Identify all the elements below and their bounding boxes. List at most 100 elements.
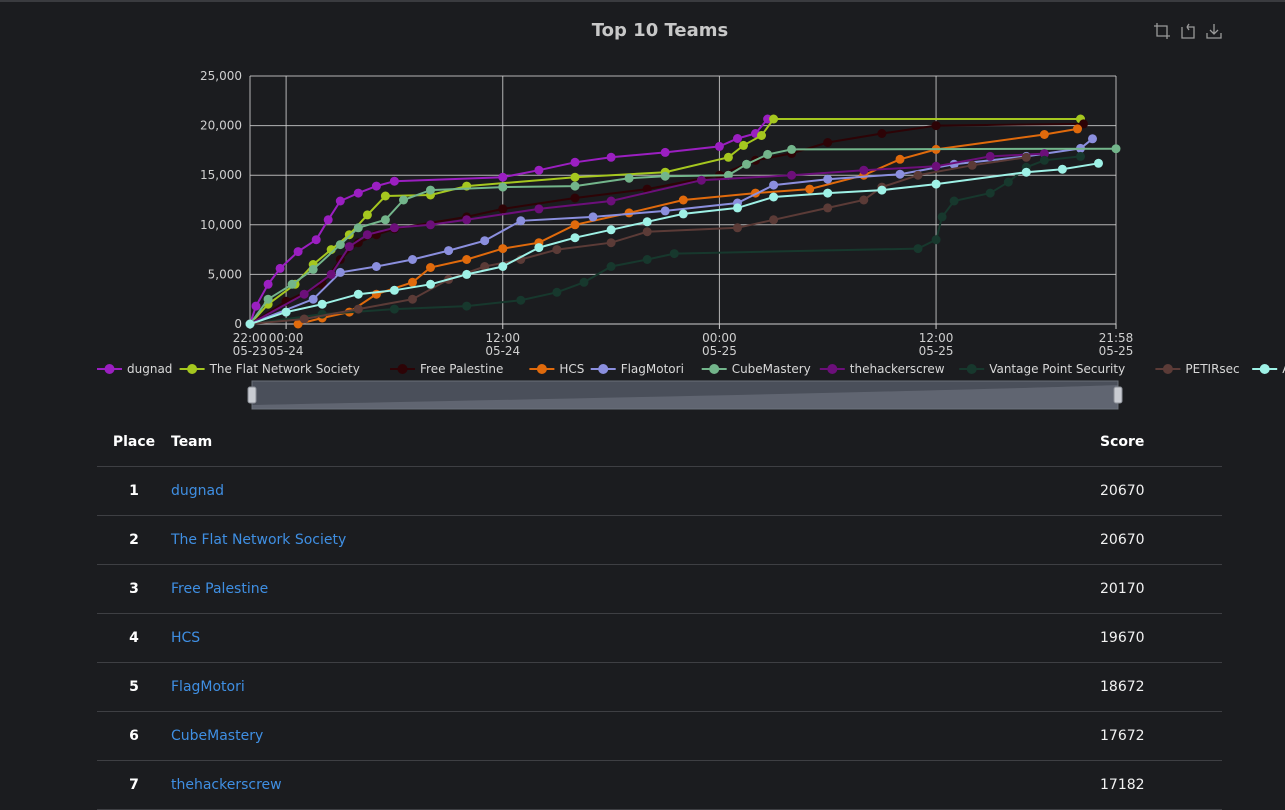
data-point: [293, 247, 303, 257]
data-point: [263, 294, 273, 304]
data-point: [606, 262, 616, 271]
data-point: [389, 223, 399, 233]
data-point: [739, 140, 748, 150]
legend-item[interactable]: thehackerscrew: [819, 362, 945, 376]
data-point: [624, 173, 634, 183]
data-point: [534, 204, 544, 214]
data-point: [281, 307, 291, 317]
data-point: [380, 191, 390, 201]
legend-label: thehackerscrew: [850, 362, 945, 376]
place-cell: 1: [97, 466, 171, 516]
series-line-4: [249, 138, 1094, 325]
team-link[interactable]: Free Palestine: [171, 581, 269, 597]
data-point: [985, 151, 995, 161]
data-point: [985, 188, 995, 198]
data-point: [1057, 164, 1067, 174]
table-row: 1 dugnad 20670: [97, 466, 1222, 516]
legend-item[interactable]: HCS: [529, 362, 584, 376]
score-cell: 17182: [1100, 760, 1222, 810]
legend-item[interactable]: Free Palestine: [390, 362, 503, 376]
data-point: [877, 129, 887, 138]
data-point: [769, 215, 779, 225]
table-row: 7 thehackerscrew 17182: [97, 760, 1222, 810]
x-tick-time-label: 12:00: [485, 331, 520, 345]
legend-marker: [1259, 364, 1270, 374]
data-point: [1039, 130, 1049, 139]
data-point: [696, 175, 706, 185]
series-line-6: [249, 152, 1045, 325]
data-point: [757, 131, 766, 140]
legend-marker: [1162, 364, 1173, 374]
data-point: [462, 255, 472, 264]
data-point: [823, 138, 833, 147]
zoom-handle-left[interactable]: [247, 386, 257, 404]
data-point: [552, 287, 562, 297]
team-link[interactable]: The Flat Network Society: [171, 532, 347, 548]
legend-item[interactable]: FlagMotori: [590, 362, 684, 376]
restore-icon[interactable]: [1179, 22, 1197, 40]
legend-label: PETIRsec: [1185, 362, 1239, 376]
data-point: [570, 193, 580, 203]
legend-item[interactable]: ARESx: [1252, 362, 1285, 376]
table-row: 4 HCS 19670: [97, 613, 1222, 663]
data-point: [823, 203, 833, 213]
data-point: [1021, 167, 1031, 177]
place-cell: 4: [97, 613, 171, 663]
score-cell: 20670: [1100, 515, 1222, 565]
team-link[interactable]: FlagMotori: [171, 679, 245, 695]
data-point: [353, 223, 363, 233]
team-link[interactable]: HCS: [171, 630, 201, 646]
data-point: [462, 269, 472, 279]
data-point: [606, 225, 616, 235]
data-point: [678, 209, 688, 219]
legend-label: The Flat Network Society: [209, 362, 360, 376]
data-point: [371, 181, 381, 191]
legend-label: CubeMastery: [732, 362, 811, 376]
data-point: [389, 304, 399, 314]
score-header[interactable]: Score: [1100, 418, 1222, 467]
legend-label: Vantage Point Security: [989, 362, 1125, 376]
x-tick-time-label: 12:00: [919, 331, 954, 345]
data-point: [1088, 134, 1097, 144]
x-tick-date-label: 05-23: [233, 344, 268, 358]
legend-item[interactable]: CubeMastery: [701, 362, 811, 376]
team-link[interactable]: dugnad: [171, 483, 224, 499]
team-link[interactable]: CubeMastery: [171, 728, 264, 744]
place-cell: 5: [97, 662, 171, 712]
place-header[interactable]: Place: [97, 418, 171, 467]
team-link[interactable]: thehackerscrew: [171, 777, 282, 793]
legend-item[interactable]: The Flat Network Society: [179, 362, 360, 376]
table-row: 3 Free Palestine 20170: [97, 564, 1222, 614]
legend-item[interactable]: dugnad: [97, 362, 172, 376]
data-point: [787, 170, 797, 180]
legend-item[interactable]: Vantage Point Security: [959, 362, 1125, 376]
series-line-8: [249, 156, 1027, 325]
download-icon[interactable]: [1205, 22, 1223, 40]
data-point: [335, 267, 345, 277]
zoom-handle-right[interactable]: [1113, 386, 1123, 404]
data-point: [362, 230, 372, 240]
team-cell: Free Palestine: [171, 564, 1100, 614]
data-point: [353, 188, 363, 198]
data-point: [606, 238, 616, 248]
data-point: [859, 165, 869, 175]
legend-marker: [709, 364, 720, 374]
data-point: [408, 255, 417, 264]
data-point: [263, 279, 273, 289]
data-point: [937, 212, 947, 222]
data-point: [931, 161, 941, 171]
score-cell: 20170: [1100, 564, 1222, 614]
data-point: [1039, 155, 1049, 165]
legend-item[interactable]: PETIRsec: [1155, 362, 1240, 376]
data-point: [498, 244, 508, 254]
legend-label: Free Palestine: [420, 362, 503, 376]
data-point: [877, 185, 887, 195]
data-point: [275, 263, 285, 273]
team-header[interactable]: Team: [171, 418, 1100, 467]
data-point: [588, 212, 598, 222]
data-point: [516, 295, 526, 305]
place-cell: 6: [97, 711, 171, 761]
zoom-icon[interactable]: [1153, 22, 1171, 40]
legend-marker: [966, 364, 977, 374]
y-tick-label: 20,000: [200, 119, 242, 133]
